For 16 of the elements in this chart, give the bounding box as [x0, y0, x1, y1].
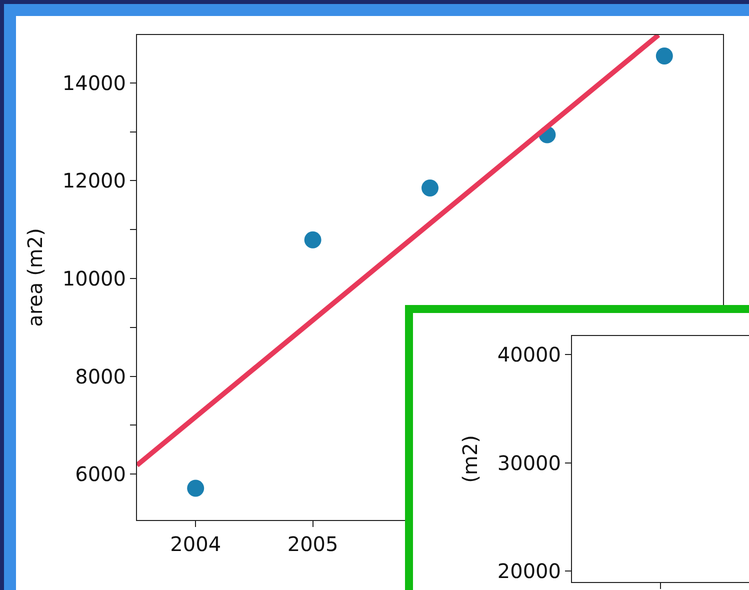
point — [656, 48, 673, 65]
y-tick-label: 6000 — [75, 462, 126, 486]
y-tick-label: 20000 — [497, 559, 561, 584]
x-tick-label: 2004 — [170, 532, 222, 556]
y-tick-label: 10000 — [62, 266, 126, 290]
x-tick-label: 2005 — [287, 532, 338, 556]
point — [422, 180, 438, 197]
point — [187, 480, 204, 497]
y-tick-label: 40000 — [497, 342, 561, 366]
y-tick-label: 30000 — [497, 450, 561, 475]
y-tick-label: 8000 — [75, 364, 126, 388]
y-axis-title: area (m2) — [22, 228, 47, 327]
point — [304, 231, 322, 248]
y-axis-title: (m2) — [458, 435, 482, 483]
y-tick-label: 12000 — [62, 168, 126, 193]
y-tick-label: 14000 — [62, 70, 126, 95]
